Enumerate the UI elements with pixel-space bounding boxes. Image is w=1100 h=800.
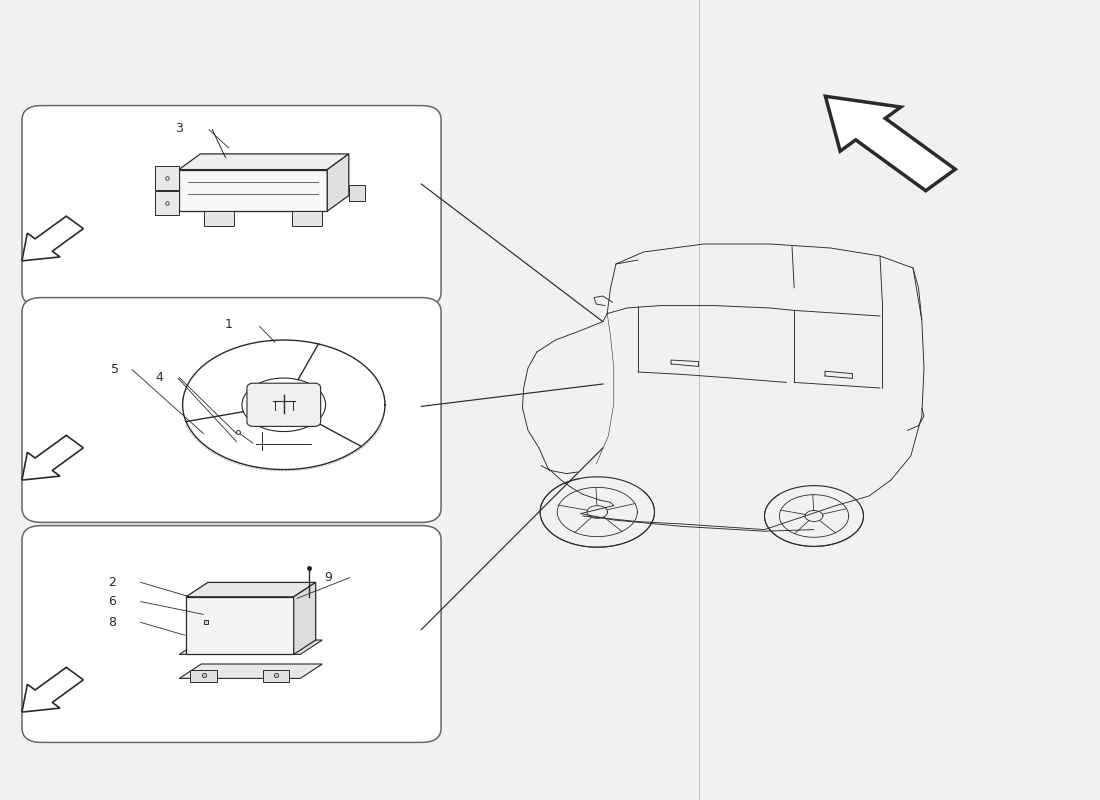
Polygon shape bbox=[154, 166, 178, 190]
Polygon shape bbox=[328, 154, 349, 211]
Text: 9: 9 bbox=[323, 571, 332, 584]
Polygon shape bbox=[178, 170, 328, 211]
Polygon shape bbox=[294, 582, 316, 654]
Polygon shape bbox=[204, 211, 234, 226]
FancyBboxPatch shape bbox=[22, 526, 441, 742]
Text: 2: 2 bbox=[108, 576, 117, 589]
Polygon shape bbox=[179, 664, 322, 678]
Text: 1: 1 bbox=[224, 318, 233, 331]
Polygon shape bbox=[186, 597, 294, 654]
Polygon shape bbox=[178, 154, 349, 170]
FancyBboxPatch shape bbox=[22, 106, 441, 306]
Polygon shape bbox=[349, 185, 365, 201]
Polygon shape bbox=[263, 670, 289, 682]
Polygon shape bbox=[22, 435, 84, 480]
Polygon shape bbox=[179, 640, 322, 654]
Text: 6: 6 bbox=[108, 595, 117, 608]
Polygon shape bbox=[292, 211, 322, 226]
FancyBboxPatch shape bbox=[22, 298, 441, 522]
Polygon shape bbox=[190, 670, 217, 682]
Polygon shape bbox=[154, 191, 178, 215]
Polygon shape bbox=[186, 582, 316, 597]
Polygon shape bbox=[22, 667, 84, 712]
Text: 8: 8 bbox=[108, 616, 117, 629]
Text: 3: 3 bbox=[175, 122, 184, 134]
Polygon shape bbox=[825, 96, 955, 190]
Text: 4: 4 bbox=[155, 371, 164, 384]
Polygon shape bbox=[22, 216, 84, 261]
Text: 5: 5 bbox=[111, 363, 120, 376]
FancyBboxPatch shape bbox=[246, 383, 321, 426]
